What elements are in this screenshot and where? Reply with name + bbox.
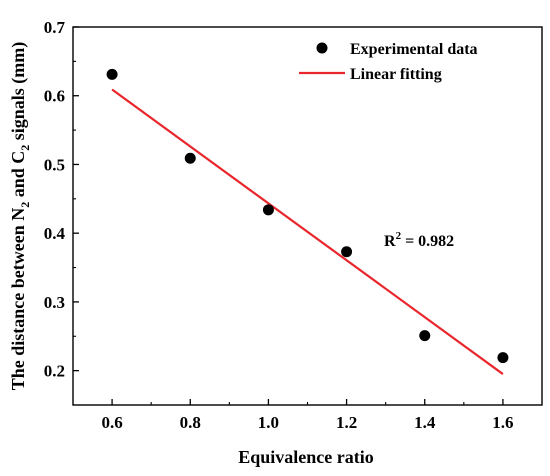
y-tick-label: 0.6 [44,87,65,106]
y-tick-label: 0.2 [44,362,65,381]
data-point [419,330,431,342]
data-point [262,204,274,216]
data-point [184,152,196,164]
y-tick-label: 0.4 [44,224,66,243]
y-title-sub1: 2 [18,202,32,208]
x-tick-label: 1.0 [258,413,279,432]
x-tick-label: 1.4 [414,413,436,432]
legend-label-experimental: Experimental data [350,41,478,58]
legend-marker-experimental [316,42,328,54]
y-axis-title: The distance between N2 and C2 signals (… [8,42,32,391]
y-title-prefix: The distance between N [8,208,28,391]
data-point [497,352,509,364]
linear-fit-line [111,88,504,375]
r-squared-value: = 0.982 [401,233,454,250]
y-tick-label: 0.3 [44,293,65,312]
data-points-layer [106,68,509,364]
data-point [341,246,353,258]
x-axis-title: Equivalence ratio [238,447,374,467]
y-title-mid: and C [8,151,28,202]
x-tick-label: 0.8 [180,413,201,432]
linear-fit-layer [111,88,504,375]
axis-ticks: 0.6 0.8 1.0 1.2 1.4 1.6 0.2 0.3 0.4 0.5 0.6 0.7 [44,18,514,432]
x-tick-label: 1.2 [336,413,357,432]
y-title-sub2: 2 [18,145,32,151]
y-title-suffix: signals (mm) [8,42,29,145]
x-tick-label: 1.6 [492,413,513,432]
legend-label-linear-fit: Linear fitting [350,66,442,83]
data-point [106,68,118,80]
plot-frame [72,26,543,406]
x-tick-label: 0.6 [101,413,122,432]
r-squared-base: R [384,233,396,250]
legend: Experimental data Linear fitting [299,41,478,83]
y-tick-label: 0.7 [44,18,66,37]
y-tick-label: 0.5 [44,155,65,174]
r-squared-sup: 2 [396,230,402,242]
r-squared-annotation: R2 = 0.982 [384,230,454,250]
